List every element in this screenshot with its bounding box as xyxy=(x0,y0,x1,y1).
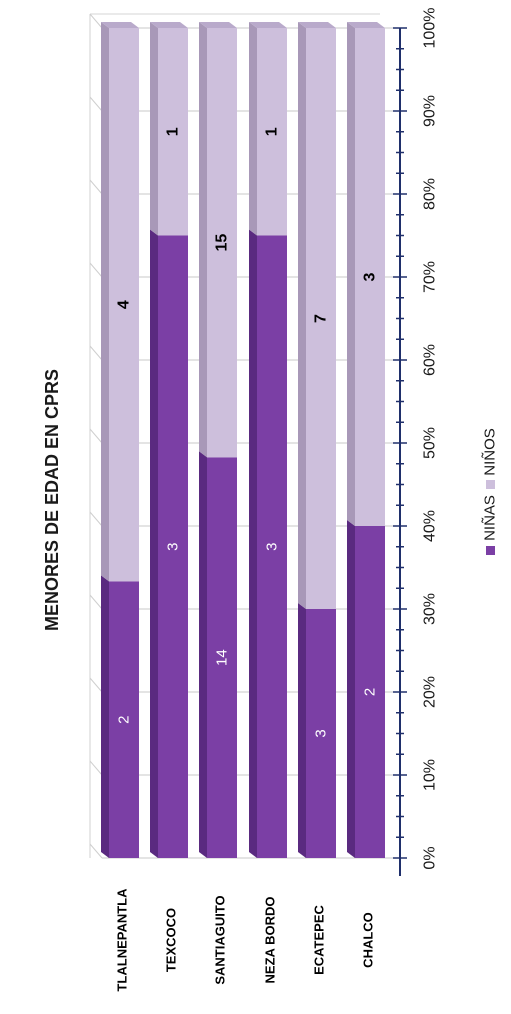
bar-segment xyxy=(355,28,385,526)
bar-cap xyxy=(150,22,188,28)
bar-side xyxy=(298,22,306,609)
tick-label: 100% xyxy=(422,8,439,49)
bar-cap xyxy=(298,22,336,28)
grid-diagonal xyxy=(89,179,103,195)
bar-segment xyxy=(257,235,287,858)
tick-label: 70% xyxy=(422,261,439,293)
bar-segment xyxy=(158,235,188,858)
category-label: TLALNEPANTLA xyxy=(115,888,130,992)
data-label: 3 xyxy=(313,729,330,737)
legend-label: NIÑOS xyxy=(482,428,499,476)
category-label: ECATEPEC xyxy=(312,904,327,974)
bar-segment xyxy=(158,28,188,236)
data-label: 3 xyxy=(165,543,182,551)
data-label: 15 xyxy=(214,234,231,252)
bar-segment xyxy=(306,28,336,609)
tick-label: 80% xyxy=(422,178,439,210)
tick-label: 60% xyxy=(422,344,439,376)
grid-diagonal xyxy=(89,262,103,278)
tick-label: 50% xyxy=(422,427,439,459)
bar-side xyxy=(199,451,207,858)
bar-side xyxy=(347,22,355,526)
grid-diagonal xyxy=(89,428,103,444)
bar-segment xyxy=(207,28,237,458)
category-label: TEXCOCO xyxy=(164,908,179,972)
tick-label: 0% xyxy=(422,846,439,869)
bar-segment xyxy=(355,526,385,858)
tick-label: 40% xyxy=(422,510,439,542)
bar-segment xyxy=(109,28,139,582)
bar-cap xyxy=(101,22,139,28)
data-label: 2 xyxy=(116,715,133,723)
category-label: CHALCO xyxy=(361,912,376,968)
data-label: 14 xyxy=(214,649,231,666)
data-label: 7 xyxy=(313,314,330,323)
bar-segment xyxy=(306,609,336,858)
bar-side xyxy=(150,229,158,858)
grid-diagonal xyxy=(89,594,103,610)
data-label: 3 xyxy=(362,272,379,281)
data-label: 4 xyxy=(116,300,133,309)
tick-label: 30% xyxy=(422,593,439,625)
grid-diagonal xyxy=(89,677,103,693)
bar-side xyxy=(249,22,257,236)
bar-cap xyxy=(199,22,237,28)
data-label: 1 xyxy=(165,127,182,136)
grid-diagonal xyxy=(89,13,103,29)
category-label: NEZA BORDO xyxy=(263,897,278,984)
bar-segment xyxy=(257,28,287,236)
data-label: 3 xyxy=(264,543,281,551)
data-label: 1 xyxy=(264,127,281,136)
bar-side xyxy=(199,22,207,458)
legend-label: NIÑAS xyxy=(482,495,499,541)
bar-cap xyxy=(347,22,385,28)
bar-side xyxy=(101,22,109,582)
bar-side xyxy=(249,229,257,858)
bar-segment xyxy=(207,457,237,858)
tick-label: 90% xyxy=(422,95,439,127)
grid-diagonal xyxy=(89,760,103,776)
grid-diagonal xyxy=(89,843,103,859)
legend-swatch xyxy=(486,480,495,489)
bar-side xyxy=(347,520,355,858)
data-label: 2 xyxy=(362,688,379,696)
bar-side xyxy=(101,575,109,858)
grid-diagonal xyxy=(89,96,103,112)
tick-label: 10% xyxy=(422,759,439,791)
bar-cap xyxy=(249,22,287,28)
grid-diagonal xyxy=(89,345,103,361)
grid-diagonal xyxy=(89,511,103,527)
bar-side xyxy=(298,603,306,858)
legend-swatch xyxy=(486,546,495,555)
chart-title: MENORES DE EDAD EN CPRS xyxy=(42,369,62,631)
bar-side xyxy=(150,22,158,236)
tick-label: 20% xyxy=(422,676,439,708)
bar-segment xyxy=(109,581,139,858)
category-label: SANTIAGUITO xyxy=(213,895,228,984)
